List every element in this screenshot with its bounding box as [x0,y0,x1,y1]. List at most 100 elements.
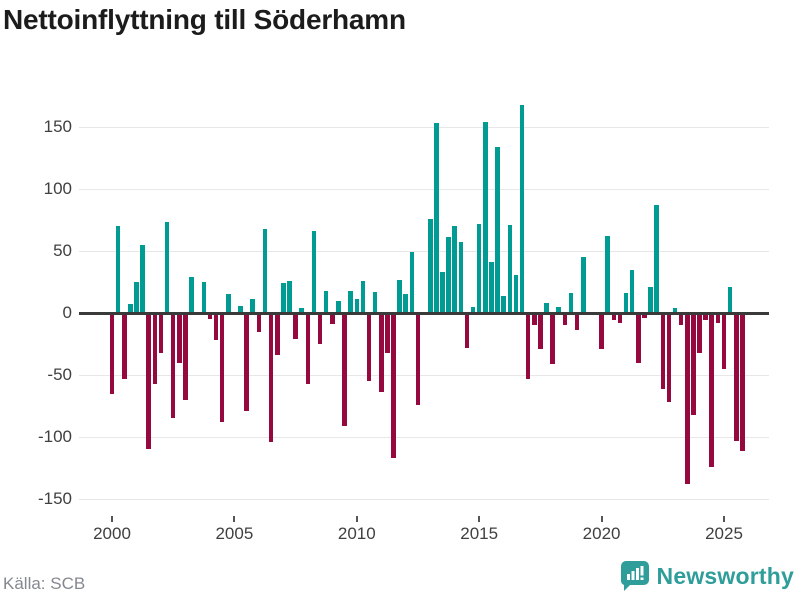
bar [317,313,323,344]
bar [281,283,286,313]
x-tick-mark [478,516,481,522]
bar [642,313,647,318]
bar [709,313,715,467]
bar [538,313,543,349]
bar [611,313,617,321]
source-caption: Källa: SCB [3,574,86,593]
x-axis-label: 2025 [705,524,743,543]
bar [507,224,513,313]
bar [556,306,562,313]
bar [372,291,378,313]
x-tick-mark [233,516,236,522]
bar [152,313,158,384]
y-axis-label: -150 [37,489,72,508]
zero-axis-line [79,311,769,315]
bar [446,237,451,313]
x-tick-mark [355,516,358,522]
bar [434,123,439,313]
bar [629,269,635,313]
x-axis-label: 2015 [460,524,499,543]
bar [678,313,684,326]
chart-title: Nettoinflyttning till Söderhamn [3,4,406,35]
bar [219,313,225,423]
bar [660,313,666,389]
bar [146,313,151,450]
bar [617,313,623,323]
bar [128,304,133,313]
bar [170,313,176,419]
bar [342,313,347,426]
bar [244,313,249,411]
bar [495,146,500,313]
y-axis-label: -50 [47,365,72,384]
gridline [79,250,769,252]
bar [727,286,733,313]
y-axis-label: -100 [37,427,72,446]
bar [550,313,555,364]
bar [580,257,586,313]
bar [409,252,415,313]
bar [544,303,549,313]
newsworthy-logo-icon [620,560,650,592]
bar [109,313,115,394]
bar [256,313,262,332]
bar [599,313,604,349]
bar [476,223,482,313]
bar [721,313,727,369]
bar [207,313,213,320]
bar [287,280,292,313]
newsworthy-brand-text: Newsworthy [656,562,794,589]
bar [440,272,445,313]
bar [311,231,317,313]
gridline [79,436,769,438]
bar [740,313,745,451]
bar [525,313,531,379]
bar [189,277,194,313]
bar [238,305,243,313]
bar [427,218,433,313]
bar [299,308,304,313]
bar [268,313,274,442]
bar [519,104,525,313]
bar [672,308,678,313]
bar [385,313,390,353]
bar [415,313,421,405]
bar [366,313,372,382]
bar [378,313,384,393]
bar [715,313,721,323]
x-axis-label: 2000 [93,524,131,543]
bar [360,280,366,313]
bar [623,293,629,313]
x-tick-mark [723,516,725,522]
bar [134,282,139,313]
gridline [79,374,769,376]
bar [336,300,341,313]
bar [201,282,207,313]
bar [531,313,537,326]
x-axis-label: 2020 [582,524,621,543]
y-axis-label: 100 [43,179,72,198]
bar [177,313,182,363]
y-axis-label: 150 [43,117,72,136]
gridline [79,126,769,128]
bar [654,205,659,313]
bar [691,313,696,415]
bar [452,226,457,313]
x-tick-mark [111,516,113,522]
bar [605,236,610,313]
bar [115,226,121,313]
bar [684,313,690,485]
bar [470,306,476,313]
newsworthy-logo: Newsworthy [620,560,794,592]
bar [666,313,672,403]
bar [574,313,580,331]
gridline [79,498,769,500]
bar [648,286,653,313]
bar [636,313,641,363]
bar [348,290,353,313]
bar [354,299,360,313]
bar [213,313,219,341]
bar [489,262,494,313]
x-axis-label: 2010 [337,524,376,543]
bar [330,313,335,325]
